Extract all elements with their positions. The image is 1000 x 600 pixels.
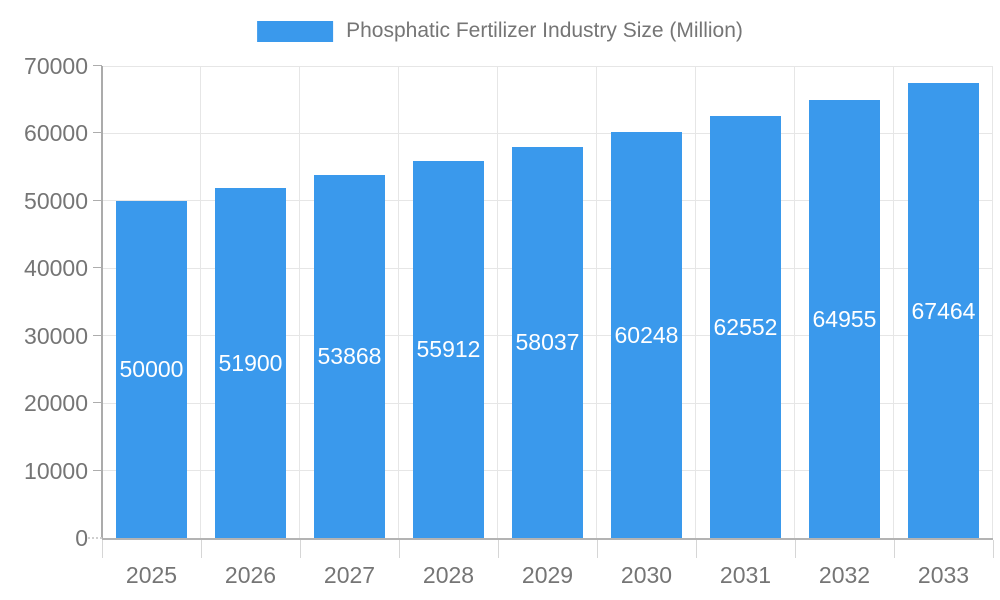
bar-value-label: 58037 (515, 329, 580, 356)
x-gridline (794, 66, 795, 538)
y-axis-label: 20000 (24, 390, 88, 417)
bar-2032[interactable]: 64955 (809, 100, 880, 538)
bar-value-label: 62552 (713, 314, 778, 341)
y-tick (93, 132, 102, 134)
legend-swatch (257, 20, 334, 42)
y-tick (93, 199, 102, 201)
x-axis-label: 2032 (818, 562, 871, 588)
x-axis-label: 2025 (125, 562, 178, 588)
bar-value-label: 64955 (812, 306, 877, 332)
bar-2025[interactable]: 50000 (116, 200, 187, 538)
x-axis-label: 2028 (422, 562, 475, 588)
y-axis-label: 30000 (24, 322, 88, 349)
x-gridline (695, 66, 696, 538)
x-gridline (497, 66, 498, 538)
bar-value-label: 55912 (416, 336, 481, 363)
bar-2033[interactable]: 67464 (908, 83, 979, 538)
x-tick (794, 540, 796, 558)
x-gridline (398, 66, 399, 538)
bar-2030[interactable]: 60248 (611, 131, 682, 538)
y-gridline (102, 132, 993, 134)
bar-value-label: 51900 (218, 350, 283, 376)
y-tick (93, 402, 102, 404)
x-tick (893, 540, 895, 558)
y-axis-label: 70000 (24, 53, 88, 79)
x-gridline (299, 66, 300, 538)
x-axis-label: 2033 (917, 562, 970, 588)
y-axis-label: 50000 (24, 187, 88, 214)
bar-value-label: 50000 (119, 356, 184, 383)
x-gridline (893, 66, 894, 538)
x-axis-label: 2031 (719, 562, 772, 588)
bar-2028[interactable]: 55912 (413, 160, 484, 538)
x-tick (695, 540, 697, 558)
x-axis-label: 2030 (620, 562, 673, 588)
y-axis-label: 40000 (24, 255, 88, 282)
y-axis-label: 0 (75, 525, 88, 551)
y-tick (93, 469, 102, 471)
x-axis-label: 2029 (521, 562, 574, 588)
y-tick (93, 65, 102, 66)
plot-area: 50000 51900 53868 55912 58037 60248 62552 64955… (102, 65, 993, 538)
x-gridline (200, 66, 201, 538)
bar-value-label: 67464 (911, 297, 976, 324)
x-axis-label: 2026 (224, 562, 277, 588)
x-tick (101, 540, 103, 558)
x-gridline (992, 66, 993, 538)
legend-label: Phosphatic Fertilizer Industry Size (Mil… (346, 19, 743, 42)
bar-value-label: 60248 (614, 321, 679, 348)
y-axis-label: 60000 (24, 120, 88, 147)
x-tick (596, 540, 598, 558)
bar-2029[interactable]: 58037 (512, 146, 583, 538)
y-axis-line (101, 66, 103, 538)
x-tick (200, 540, 202, 558)
x-tick (992, 540, 994, 558)
bar-2026[interactable]: 51900 (215, 188, 286, 538)
y-axis-label: 10000 (24, 457, 88, 484)
bar-2027[interactable]: 53868 (314, 174, 385, 538)
y-tick (93, 267, 102, 269)
x-tick (299, 540, 301, 558)
x-tick (398, 540, 400, 558)
bar-2031[interactable]: 62552 (710, 116, 781, 538)
x-axis-line (102, 538, 993, 540)
y-tick (85, 537, 102, 539)
x-axis-label: 2027 (323, 562, 376, 588)
x-tick (497, 540, 499, 558)
y-tick (93, 334, 102, 336)
legend-item[interactable]: Phosphatic Fertilizer Industry Size (Mil… (257, 17, 743, 45)
x-gridline (596, 66, 597, 538)
bar-value-label: 53868 (317, 343, 382, 370)
y-gridline (102, 65, 993, 67)
